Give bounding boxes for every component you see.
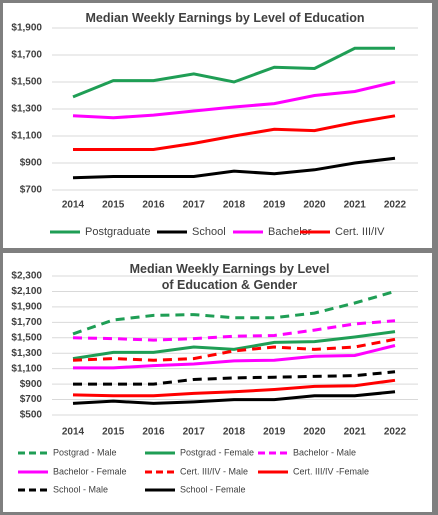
- x-tick-label: 2017: [183, 427, 206, 438]
- series-line: [72, 330, 396, 361]
- chart-title: Median Weekly Earnings by Level of Educa…: [129, 262, 330, 292]
- chart-panel: [3, 253, 432, 512]
- x-tick-label: 2014: [62, 427, 85, 438]
- legend-label: Postgraduate: [85, 226, 150, 238]
- series-line: [72, 46, 395, 99]
- y-tick-label: $1,100: [11, 363, 42, 374]
- legend-label: School - Male: [53, 484, 108, 494]
- x-tick-label: 2016: [142, 427, 165, 438]
- y-tick-label: $900: [20, 379, 43, 390]
- y-tick-label: $1,100: [11, 131, 42, 142]
- series-line: [73, 114, 396, 151]
- x-tick-label: 2014: [62, 200, 85, 211]
- x-tick-label: 2022: [384, 200, 407, 211]
- series-line: [72, 156, 396, 180]
- legend-label: School: [192, 226, 226, 238]
- y-tick-label: $2,300: [11, 271, 42, 282]
- y-tick-label: $900: [20, 158, 43, 169]
- series-line: [72, 378, 396, 398]
- y-tick-label: $1,900: [11, 23, 42, 34]
- y-tick-label: $700: [20, 394, 43, 405]
- series-line: [73, 344, 396, 370]
- x-tick-label: 2015: [102, 200, 125, 211]
- y-tick-label: $1,900: [11, 302, 42, 313]
- y-tick-label: $1,700: [11, 50, 42, 61]
- x-tick-label: 2016: [142, 200, 165, 211]
- legend-label: Cert. III/IV: [335, 226, 385, 238]
- legend-label: Bachelor - Male: [293, 447, 356, 457]
- series-line: [72, 289, 396, 336]
- legend-label: Bachelor: [268, 226, 312, 238]
- y-tick-label: $1,500: [11, 332, 42, 343]
- x-tick-label: 2020: [303, 427, 326, 438]
- legend-label: Postgrad - Female: [180, 447, 254, 457]
- y-tick-label: $1,500: [11, 77, 42, 88]
- y-tick-label: $700: [20, 185, 43, 196]
- y-tick-label: $2,100: [11, 286, 42, 297]
- y-tick-label: $1,300: [11, 348, 42, 359]
- x-tick-label: 2022: [384, 427, 407, 438]
- series-line: [72, 390, 396, 405]
- series-line: [73, 370, 396, 386]
- series-line: [72, 80, 396, 120]
- legend-label: School - Female: [180, 484, 246, 494]
- legend-label: Cert. III/IV - Male: [180, 466, 248, 476]
- x-tick-label: 2018: [223, 200, 246, 211]
- y-tick-label: $1,300: [11, 104, 42, 115]
- y-tick-label: $500: [20, 410, 43, 421]
- x-tick-label: 2020: [303, 200, 326, 211]
- y-tick-label: $1,700: [11, 317, 42, 328]
- series-line: [72, 337, 396, 362]
- x-tick-label: 2019: [263, 427, 286, 438]
- x-tick-label: 2018: [223, 427, 246, 438]
- x-tick-label: 2021: [344, 427, 367, 438]
- legend-label: Postgrad - Male: [53, 447, 117, 457]
- x-tick-label: 2021: [344, 200, 367, 211]
- chart-title: Median Weekly Earnings by Level of Educa…: [85, 11, 365, 25]
- legend-label: Bachelor - Female: [53, 466, 127, 476]
- series-line: [72, 319, 396, 342]
- x-tick-label: 2015: [102, 427, 125, 438]
- legend-label: Cert. III/IV -Female: [293, 466, 369, 476]
- x-tick-label: 2017: [183, 200, 206, 211]
- chart-panel: [3, 3, 432, 248]
- x-tick-label: 2019: [263, 200, 286, 211]
